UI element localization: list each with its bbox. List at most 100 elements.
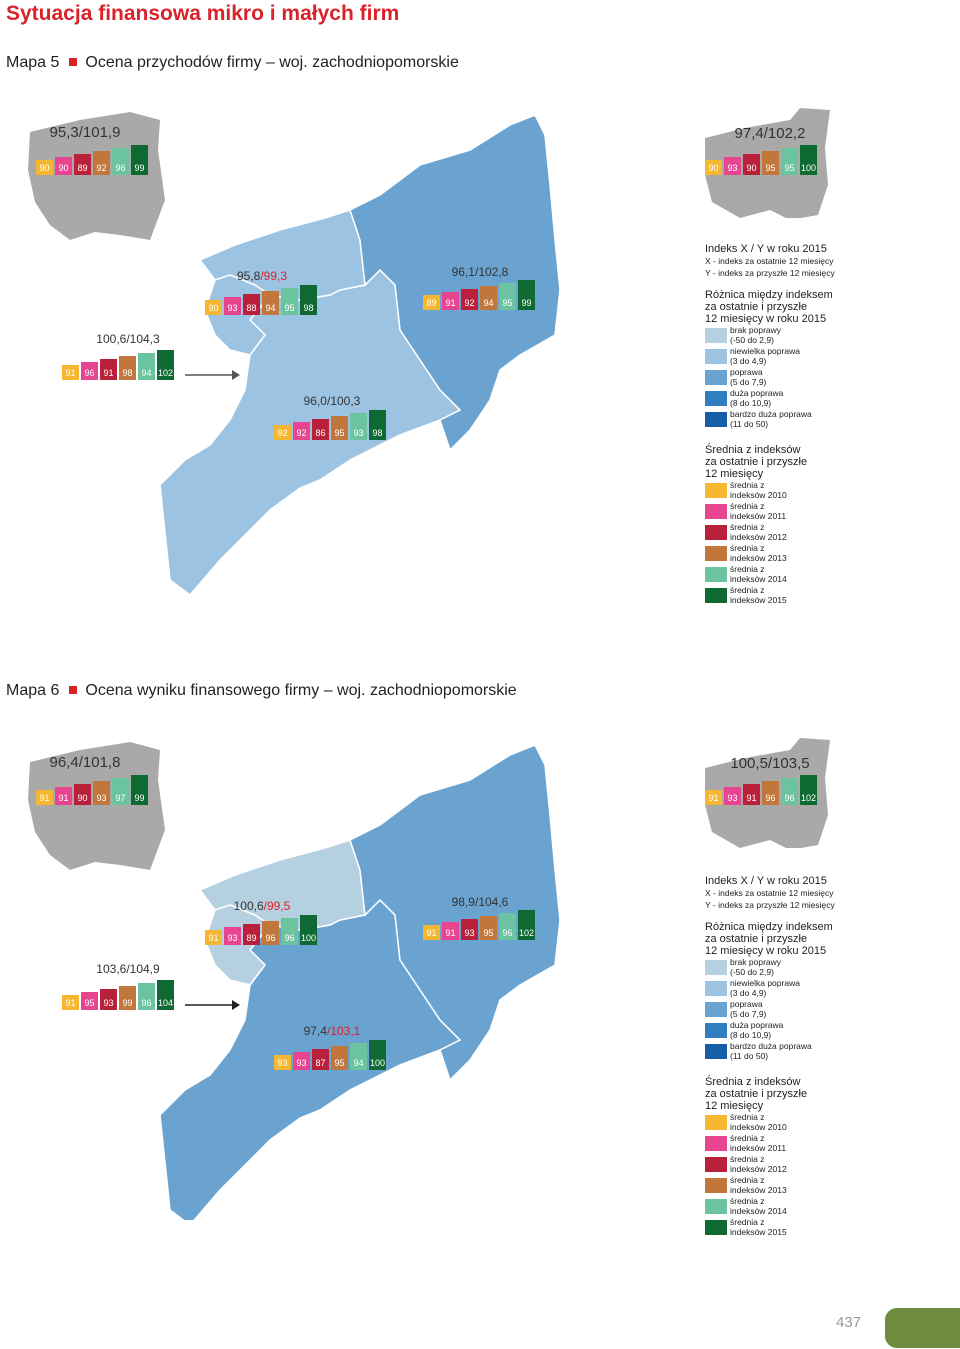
region-east-bar-2011 — [442, 292, 459, 310]
legend-swatch — [705, 504, 727, 519]
legend-diff-title-line: za ostatnie i przyszłe — [705, 301, 808, 313]
region-north-west-index: 95,8/99,3 — [237, 269, 287, 283]
region-west-small-bar-label-2010: 91 — [65, 998, 75, 1008]
voivodeship-bar-label-2014: 96 — [784, 793, 794, 803]
legend-diff-label: duża poprawa (8 do 10,9) — [730, 388, 784, 408]
voivodeship-bar-label-2010: 91 — [708, 793, 718, 803]
map5-legend: Indeks X / Y w roku 2015 X - indeks za os… — [705, 243, 945, 606]
legend-diff-item: duża poprawa (8 do 10,9) — [705, 1020, 945, 1041]
voivodeship-index: 100,5/103,5 — [730, 755, 809, 772]
region-north-west-bar-label-2011: 93 — [227, 303, 237, 313]
region-west-small-bar-label-2015: 102 — [158, 368, 173, 378]
poland-silhouette-icon — [28, 112, 165, 240]
voivodeship-bar-label-2011: 93 — [727, 163, 737, 173]
region-north-west-bar-label-2014: 95 — [284, 303, 294, 313]
region-north-west-bar-2014 — [281, 918, 298, 945]
legend-diff-title-line: 12 miesięcy w roku 2015 — [705, 945, 827, 957]
region-south-bar-2014 — [350, 1043, 367, 1070]
region-west-small-bar-2011 — [81, 992, 98, 1010]
legend-swatch — [705, 525, 727, 540]
poland-bar-2015 — [131, 145, 148, 175]
legend-avg-item: średnia z indeksów 2011 — [705, 501, 945, 522]
legend-swatch — [705, 960, 727, 975]
region-west-small-bar-2012 — [100, 359, 117, 380]
legend-diff-item: poprawa (5 do 7,9) — [705, 367, 945, 388]
region-north-west-bar-2012 — [243, 924, 260, 945]
legend-swatch — [705, 412, 727, 427]
region-south-bar-label-2014: 93 — [353, 428, 363, 438]
legend-avg-title-line: 12 miesięcy — [705, 1100, 764, 1112]
poland-index: 96,4/101,8 — [50, 754, 121, 771]
region-south-bar-2012 — [312, 419, 329, 440]
legend-swatch — [705, 1044, 727, 1059]
poland-bar-label-2010: 90 — [39, 163, 49, 173]
region-west-small-bar-label-2014: 94 — [141, 368, 151, 378]
legend-avg-item: średnia z indeksów 2010 — [705, 1112, 945, 1133]
region-east-bar-2014 — [499, 913, 516, 940]
region-south-bar-2015 — [369, 1040, 386, 1070]
legend-swatch — [705, 349, 727, 364]
poland-bar-2013 — [93, 151, 110, 175]
legend-y-desc: Y - indeks za przyszłe 12 miesięcy — [705, 268, 835, 278]
region-south-bar-2015 — [369, 410, 386, 440]
legend-index-title: Indeks X / Y w roku 2015 — [705, 875, 827, 887]
region-east-bar-2015 — [518, 910, 535, 940]
poland-bar-2012 — [74, 154, 91, 175]
map5-label: Mapa 5 — [6, 54, 60, 71]
region-west-small-bar-label-2010: 91 — [65, 368, 75, 378]
region-south-bar-label-2011: 93 — [296, 1058, 306, 1068]
legend-avg-item: średnia z indeksów 2012 — [705, 1154, 945, 1175]
legend-swatch — [705, 981, 727, 996]
legend-x-desc: X - indeks za ostatnie 12 miesięcy — [705, 256, 834, 266]
legend-avg-title-line: Średnia z indeksów — [705, 444, 801, 456]
region-south-bar-label-2012: 87 — [315, 1058, 325, 1068]
legend-diff-item: niewielka poprawa (3 do 4,9) — [705, 346, 945, 367]
map6-voivodeship-overlay: 100,5/103,5 91 93 91 96 96 102 — [705, 738, 830, 848]
region-east-bar-label-2015: 99 — [521, 298, 531, 308]
legend-avg-title-line: za ostatnie i przyszłe — [705, 456, 808, 468]
legend-avg-label: średnia z indeksów 2011 — [730, 1133, 787, 1153]
region-north-west-bar-label-2014: 96 — [284, 933, 294, 943]
region-south-bar-label-2014: 94 — [353, 1058, 363, 1068]
region-west-small-bar-2015 — [157, 350, 174, 380]
region-north-west-bar-2013 — [262, 921, 279, 945]
legend-swatch — [705, 1178, 727, 1193]
poland-bar-2011 — [55, 787, 72, 805]
region-west-small-index: 103,6/104,9 — [96, 962, 160, 976]
poland-bar-label-2015: 99 — [134, 163, 144, 173]
region-east-bar-2014 — [499, 283, 516, 310]
region-east-bar-2011 — [442, 922, 459, 940]
poland-silhouette-icon — [28, 742, 165, 870]
legend-swatch — [705, 1002, 727, 1017]
legend-avg-label: średnia z indeksów 2014 — [730, 564, 787, 584]
voivodeship-bar-2015 — [800, 775, 817, 805]
legend-diff-item: brak poprawy (-50 do 2,9) — [705, 957, 945, 978]
page-title: Sytuacja finansowa mikro i małych firm — [6, 2, 400, 25]
square-bullet-icon — [69, 686, 78, 695]
legend-diff-title-line: za ostatnie i przyszłe — [705, 933, 808, 945]
voivodeship-bar-2014 — [781, 148, 798, 175]
legend-diff-item: bardzo duża poprawa (11 do 50) — [705, 409, 945, 430]
voivodeship-bar-2012 — [743, 154, 760, 175]
voivodeship-bar-label-2011: 93 — [727, 793, 737, 803]
region-north-west-bar-label-2012: 88 — [246, 303, 256, 313]
region-east-bar-2010 — [423, 295, 440, 310]
region-south-bar-2010 — [274, 425, 291, 440]
legend-diff-label: niewielka poprawa (3 do 4,9) — [730, 978, 800, 998]
poland-bar-label-2014: 97 — [115, 793, 125, 803]
region-south-index: 96,0/100,3 — [304, 394, 361, 408]
region-west-small-bar-label-2015: 104 — [158, 998, 173, 1008]
poland-bar-label-2011: 90 — [58, 163, 68, 173]
legend-avg-item: średnia z indeksów 2015 — [705, 585, 945, 606]
poland-bar-label-2013: 92 — [96, 163, 106, 173]
legend-avg-label: średnia z indeksów 2014 — [730, 1196, 787, 1216]
voivodeship-bar-label-2013: 96 — [765, 793, 775, 803]
legend-avg-item: średnia z indeksów 2010 — [705, 480, 945, 501]
region-west-small-bar-label-2012: 93 — [103, 998, 113, 1008]
legend-diff-label: brak poprawy (-50 do 2,9) — [730, 957, 782, 977]
region-east-index: 96,1/102,8 — [452, 265, 509, 279]
legend-avg-item: średnia z indeksów 2013 — [705, 1175, 945, 1196]
region-east-bar-label-2010: 91 — [426, 928, 436, 938]
region-south-bar-2013 — [331, 1046, 348, 1070]
legend-swatch — [705, 1220, 727, 1235]
